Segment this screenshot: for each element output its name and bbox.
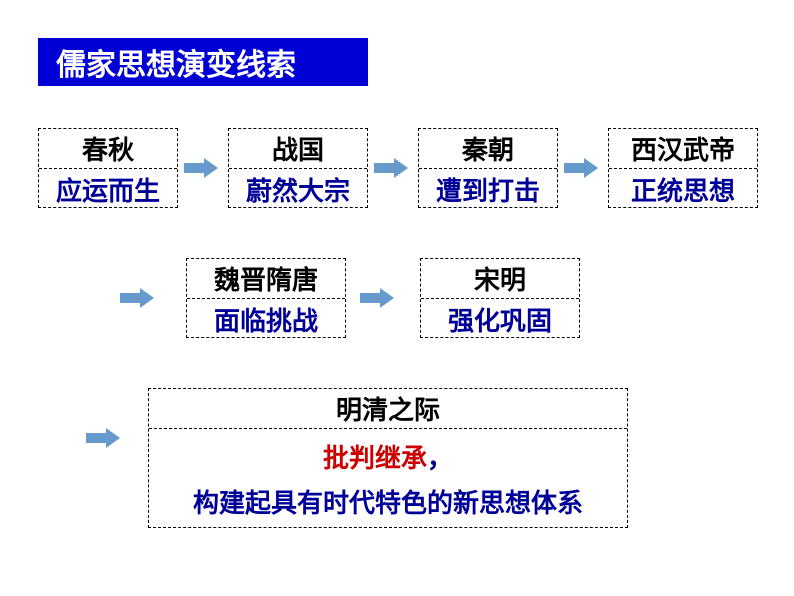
flow-arrow-icon xyxy=(564,158,598,178)
node-era-label: 宋明 xyxy=(421,259,579,299)
slide-title: 儒家思想演变线索 xyxy=(38,38,368,86)
final-line-1: 批判继承， xyxy=(149,438,627,475)
node-era-label: 春秋 xyxy=(39,129,177,169)
flow-node: 魏晋隋唐面临挑战 xyxy=(186,258,346,338)
flow-node-final: 明清之际 批判继承， 构建起具有时代特色的新思想体系 xyxy=(148,388,628,528)
node-era-label: 秦朝 xyxy=(419,129,557,169)
slide-title-text: 儒家思想演变线索 xyxy=(56,40,296,84)
node-description: 遭到打击 xyxy=(419,169,557,209)
flow-arrow-icon xyxy=(184,158,218,178)
flow-arrow-icon xyxy=(360,288,394,308)
flow-arrow-icon xyxy=(86,428,120,448)
node-description: 应运而生 xyxy=(39,169,177,209)
node-era-label: 明清之际 xyxy=(149,389,627,429)
node-era-label: 战国 xyxy=(229,129,367,169)
node-description: 蔚然大宗 xyxy=(229,169,367,209)
flow-arrow-icon xyxy=(120,288,154,308)
node-era-label: 魏晋隋唐 xyxy=(187,259,345,299)
node-era-label: 西汉武帝 xyxy=(609,129,757,169)
flow-arrow-icon xyxy=(374,158,408,178)
flow-node: 秦朝遭到打击 xyxy=(418,128,558,208)
node-description: 正统思想 xyxy=(609,169,757,209)
flow-node: 春秋应运而生 xyxy=(38,128,178,208)
node-description: 批判继承， 构建起具有时代特色的新思想体系 xyxy=(149,429,627,529)
flow-node: 西汉武帝正统思想 xyxy=(608,128,758,208)
node-description: 强化巩固 xyxy=(421,299,579,339)
flow-node: 宋明强化巩固 xyxy=(420,258,580,338)
flow-node: 战国蔚然大宗 xyxy=(228,128,368,208)
node-description: 面临挑战 xyxy=(187,299,345,339)
final-line-2: 构建起具有时代特色的新思想体系 xyxy=(149,483,627,520)
